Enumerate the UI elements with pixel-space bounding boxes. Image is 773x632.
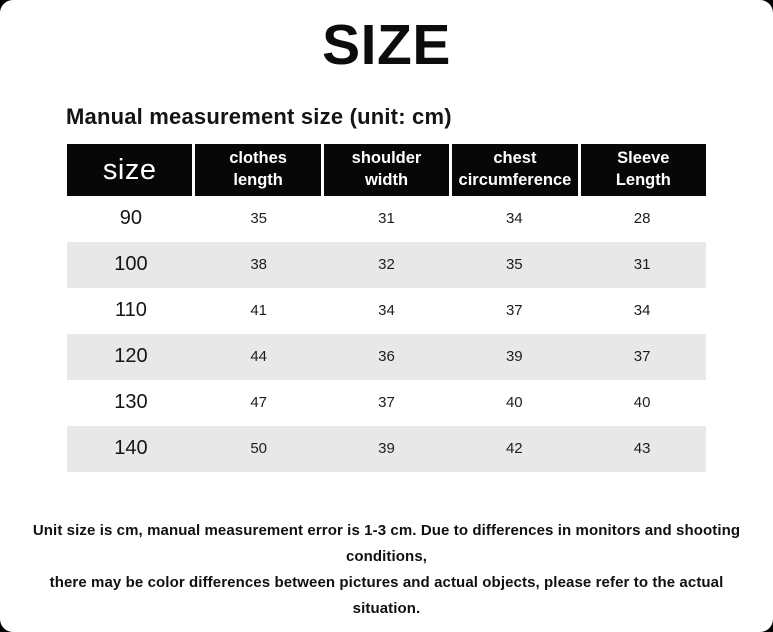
value-cell: 34 [633, 302, 651, 320]
column-header-label: chest [493, 148, 537, 167]
column-header-shoulder-width: shoulder width [323, 143, 450, 196]
disclaimer-text: Unit size is cm, manual measurement erro… [32, 518, 742, 623]
disclaimer-line-1: Unit size is cm, manual measurement erro… [32, 521, 741, 565]
size-cell: 90 [119, 207, 143, 230]
table-row: 120 44 36 39 37 [67, 333, 706, 380]
size-cell: 100 [114, 253, 148, 276]
value-cell: 38 [250, 256, 268, 274]
table-row: 110 41 34 37 34 [67, 287, 706, 334]
value-cell: 41 [250, 302, 268, 320]
value-cell: 31 [378, 210, 395, 228]
value-cell: 40 [505, 394, 523, 412]
value-cell: 35 [250, 210, 268, 228]
value-cell: 39 [505, 348, 523, 366]
size-cell: 110 [114, 299, 147, 322]
disclaimer-line-2: there may be color differences between p… [49, 574, 724, 618]
value-cell: 37 [505, 302, 523, 320]
page-title: SIZE [322, 13, 451, 77]
value-cell: 35 [505, 256, 523, 274]
table-row: 100 38 32 35 31 [67, 241, 706, 288]
column-header-label: circumference [458, 170, 572, 189]
column-header-label: Sleeve [617, 148, 670, 167]
table-row: 140 50 39 42 43 [67, 425, 706, 472]
column-header-sleeve-length: Sleeve Length [580, 143, 707, 196]
column-header-label: clothes [229, 148, 287, 167]
value-cell: 40 [633, 394, 651, 412]
value-cell: 50 [250, 440, 268, 458]
column-header-chest-circumference: chest circumference [452, 143, 578, 196]
size-table: size clothes length shoulder width chest… [67, 143, 707, 472]
value-cell: 28 [633, 210, 651, 228]
table-header-row: size clothes length shoulder width chest… [67, 143, 707, 196]
value-cell: 37 [378, 394, 395, 412]
value-cell: 43 [633, 440, 651, 458]
size-cell: 120 [114, 345, 148, 368]
value-cell: 44 [250, 348, 268, 366]
column-header-label: length [233, 170, 283, 189]
column-header-label: shoulder [351, 148, 422, 167]
value-cell: 34 [505, 210, 523, 228]
column-header-size: size [67, 143, 193, 196]
column-header-label: width [364, 170, 409, 189]
value-cell: 32 [378, 256, 395, 274]
value-cell: 36 [378, 348, 395, 366]
value-cell: 47 [250, 394, 268, 412]
table-row: 130 47 37 40 40 [67, 379, 706, 426]
value-cell: 42 [505, 440, 523, 458]
size-cell: 140 [114, 437, 148, 460]
value-cell: 34 [378, 302, 395, 320]
measurement-subtitle: Manual measurement size (unit: cm) [66, 103, 452, 129]
value-cell: 37 [633, 348, 651, 366]
column-header-label: size [102, 153, 157, 186]
column-header-clothes-length: clothes length [195, 143, 321, 196]
value-cell: 39 [378, 440, 395, 458]
table-row: 90 35 31 34 28 [67, 195, 706, 242]
size-cell: 130 [114, 391, 148, 414]
value-cell: 31 [633, 256, 651, 274]
column-header-label: Length [615, 170, 671, 189]
